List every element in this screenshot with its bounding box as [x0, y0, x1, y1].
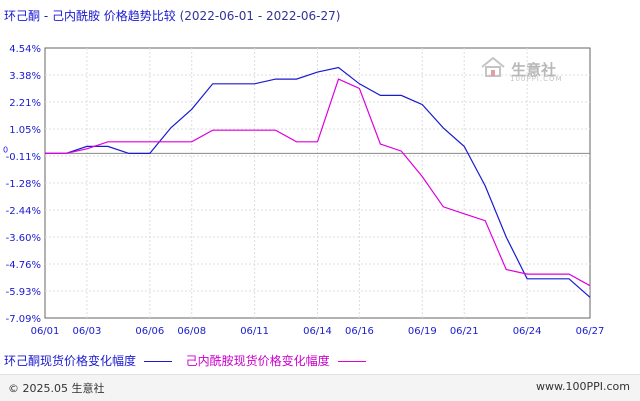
- x-tick-label: 06/08: [177, 326, 206, 337]
- watermark-brand: 生意社: [511, 60, 557, 79]
- y-tick-label: 1.05%: [9, 125, 41, 136]
- y-tick-label: -7.09%: [6, 314, 41, 325]
- legend-item-series2: 己内酰胺现货价格变化幅度: [186, 352, 366, 369]
- legend-label-series1: 环己酮现货价格变化幅度: [4, 354, 137, 368]
- x-tick-label: 06/01: [31, 326, 60, 337]
- x-tick-label: 06/06: [135, 326, 164, 337]
- house-logo-icon: [480, 56, 506, 82]
- y-tick-label: 4.54%: [9, 44, 41, 55]
- x-tick-label: 06/27: [576, 326, 605, 337]
- x-tick-label: 06/24: [513, 326, 542, 337]
- y-tick-label: -5.93%: [6, 287, 41, 298]
- y-tick-label: -4.76%: [6, 260, 41, 271]
- y-tick-label: -1.28%: [6, 179, 41, 190]
- y-tick-label: 2.21%: [9, 98, 41, 109]
- y-tick-label: -0.11%: [6, 152, 41, 163]
- footer-copyright: © 2025.05 生意社: [8, 382, 105, 395]
- chart-title: 环己酮 - 己内酰胺 价格趋势比较 (2022-06-01 - 2022-06-…: [4, 7, 340, 24]
- y-tick-label: -2.44%: [6, 206, 41, 217]
- footer-url-link[interactable]: www.100PPI.com: [536, 380, 630, 393]
- series-line-2: [45, 78, 591, 287]
- series-line-1: [45, 66, 591, 298]
- legend-swatch-series2: [337, 361, 366, 362]
- legend-item-series1: 环己酮现货价格变化幅度: [4, 352, 172, 369]
- line-chart: 4.54% 3.38% 2.21% 1.05% -0.11% -1.28% -2.44% -3…: [3, 44, 605, 337]
- x-tick-label: 06/03: [73, 326, 102, 337]
- footer-bar: © 2025.05 生意社 www.100PPI.com: [0, 374, 640, 401]
- chart-legend: 环己酮现货价格变化幅度 己内酰胺现货价格变化幅度: [4, 352, 376, 369]
- x-tick-label: 06/11: [240, 326, 269, 337]
- x-tick-label: 06/16: [345, 326, 374, 337]
- y-tick-label: 3.38%: [9, 71, 41, 82]
- watermark-sub: 100PPI.COM: [510, 75, 563, 83]
- chart-date-range: (2022-06-01 - 2022-06-27): [179, 9, 341, 23]
- y-tick-label: -3.60%: [6, 233, 41, 244]
- chart-title-main: 环己酮 - 己内酰胺 价格趋势比较: [4, 9, 176, 23]
- x-tick-label: 06/14: [303, 326, 332, 337]
- x-tick-label: 06/19: [408, 326, 437, 337]
- watermark: 生意社 100PPI.COM: [480, 56, 562, 83]
- x-tick-label: 06/21: [450, 326, 479, 337]
- legend-label-series2: 己内酰胺现货价格变化幅度: [185, 354, 330, 368]
- zero-label: 0: [3, 145, 8, 154]
- legend-swatch-series1: [143, 361, 172, 362]
